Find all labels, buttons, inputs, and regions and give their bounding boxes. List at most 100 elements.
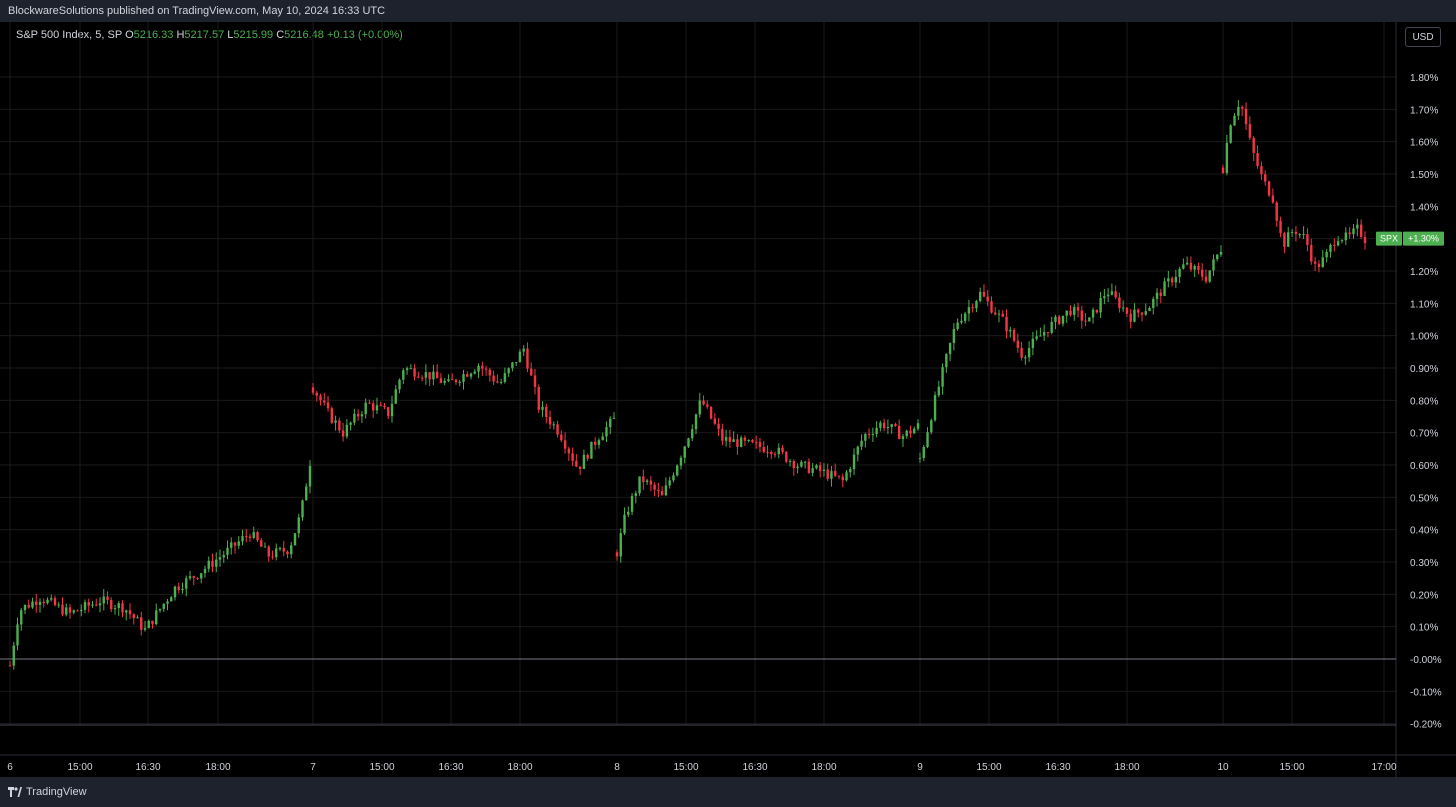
- candle: [121, 600, 124, 618]
- candle: [668, 476, 671, 489]
- candle: [185, 575, 188, 597]
- brand-name: TradingView: [26, 786, 87, 798]
- candle: [151, 620, 154, 629]
- candle: [717, 417, 720, 436]
- candle: [837, 475, 841, 480]
- candle: [38, 598, 42, 613]
- candle: [117, 601, 120, 616]
- candle: [1129, 309, 1132, 329]
- candle: [1088, 317, 1091, 322]
- candle: [432, 364, 435, 386]
- candle: [979, 287, 982, 303]
- candle: [173, 585, 177, 601]
- x-tick-label: 15:00: [976, 762, 1001, 773]
- candle: [1148, 306, 1151, 312]
- y-tick-label: 1.40%: [1410, 202, 1438, 213]
- price-chart[interactable]: 1.80%1.70%1.60%1.50%1.40%1.30%1.20%1.10%…: [0, 22, 1456, 777]
- candle: [597, 438, 601, 449]
- currency-button[interactable]: USD: [1405, 27, 1441, 47]
- candle: [1275, 200, 1278, 227]
- candle: [275, 543, 278, 561]
- candle: [65, 603, 68, 617]
- candle: [948, 342, 952, 362]
- publisher-line: BlockwareSolutions published on TradingV…: [8, 5, 386, 17]
- candle: [1050, 316, 1053, 335]
- candle: [679, 455, 683, 470]
- candle: [413, 364, 416, 381]
- candle: [125, 609, 128, 621]
- candle: [91, 601, 94, 608]
- candle: [1233, 113, 1236, 126]
- candle: [960, 313, 963, 325]
- candle: [170, 595, 173, 602]
- candle: [1352, 224, 1355, 239]
- candle: [1106, 288, 1110, 303]
- candle: [1189, 256, 1193, 272]
- candle: [424, 364, 428, 385]
- candle: [582, 449, 586, 469]
- x-tick-label: 18:00: [507, 762, 532, 773]
- candle: [894, 422, 897, 427]
- candle: [1099, 292, 1102, 319]
- candle: [615, 549, 619, 561]
- candle: [1219, 245, 1223, 257]
- candle: [435, 364, 439, 379]
- candle: [571, 447, 574, 466]
- candle: [466, 371, 469, 378]
- candle: [35, 593, 38, 613]
- candle: [986, 289, 989, 307]
- candle: [1200, 263, 1204, 281]
- candle: [537, 384, 540, 413]
- candle: [98, 597, 102, 613]
- candle: [311, 383, 315, 395]
- candle: [1152, 296, 1155, 315]
- legend-open-label: O: [125, 29, 134, 41]
- candle: [713, 413, 717, 426]
- legend-close-label: C: [276, 29, 285, 41]
- grid: [0, 22, 1456, 777]
- candle: [1287, 226, 1290, 247]
- candle: [1167, 270, 1170, 288]
- candle: [849, 466, 852, 478]
- tradingview-brand[interactable]: TradingView: [8, 786, 87, 798]
- candle: [387, 406, 390, 420]
- candle: [203, 565, 207, 578]
- y-tick-label: 0.50%: [1410, 493, 1438, 504]
- candle: [188, 571, 192, 581]
- candle: [128, 603, 132, 619]
- candle: [1302, 226, 1305, 240]
- candle: [136, 615, 139, 619]
- candle: [1170, 276, 1174, 287]
- candle: [755, 435, 758, 449]
- candle: [967, 299, 971, 322]
- x-tick-label: 9: [917, 762, 923, 773]
- y-tick-label: 1.00%: [1410, 332, 1438, 343]
- candle: [349, 421, 352, 431]
- candle: [1035, 330, 1038, 341]
- candle: [709, 406, 713, 420]
- x-tick-label: 18:00: [811, 762, 836, 773]
- candle: [630, 493, 634, 515]
- y-tick-label: 1.60%: [1410, 138, 1438, 149]
- candle: [484, 365, 488, 376]
- candle: [1244, 102, 1248, 130]
- candle: [560, 430, 563, 443]
- candle: [1058, 314, 1061, 325]
- candle: [477, 363, 480, 379]
- candle: [1221, 164, 1225, 175]
- candle: [758, 437, 762, 453]
- candle: [890, 423, 893, 434]
- candle: [76, 609, 79, 612]
- candle: [192, 575, 195, 586]
- candle: [552, 421, 555, 430]
- candle: [811, 462, 814, 477]
- candle: [1344, 227, 1348, 246]
- candle: [1046, 332, 1050, 338]
- candle: [800, 460, 803, 468]
- candle: [875, 421, 878, 438]
- candle: [1137, 308, 1140, 318]
- legend-symbol[interactable]: S&P 500 Index, 5, SP: [16, 29, 123, 41]
- candle: [200, 572, 203, 584]
- candle: [930, 418, 933, 435]
- candle: [777, 443, 780, 459]
